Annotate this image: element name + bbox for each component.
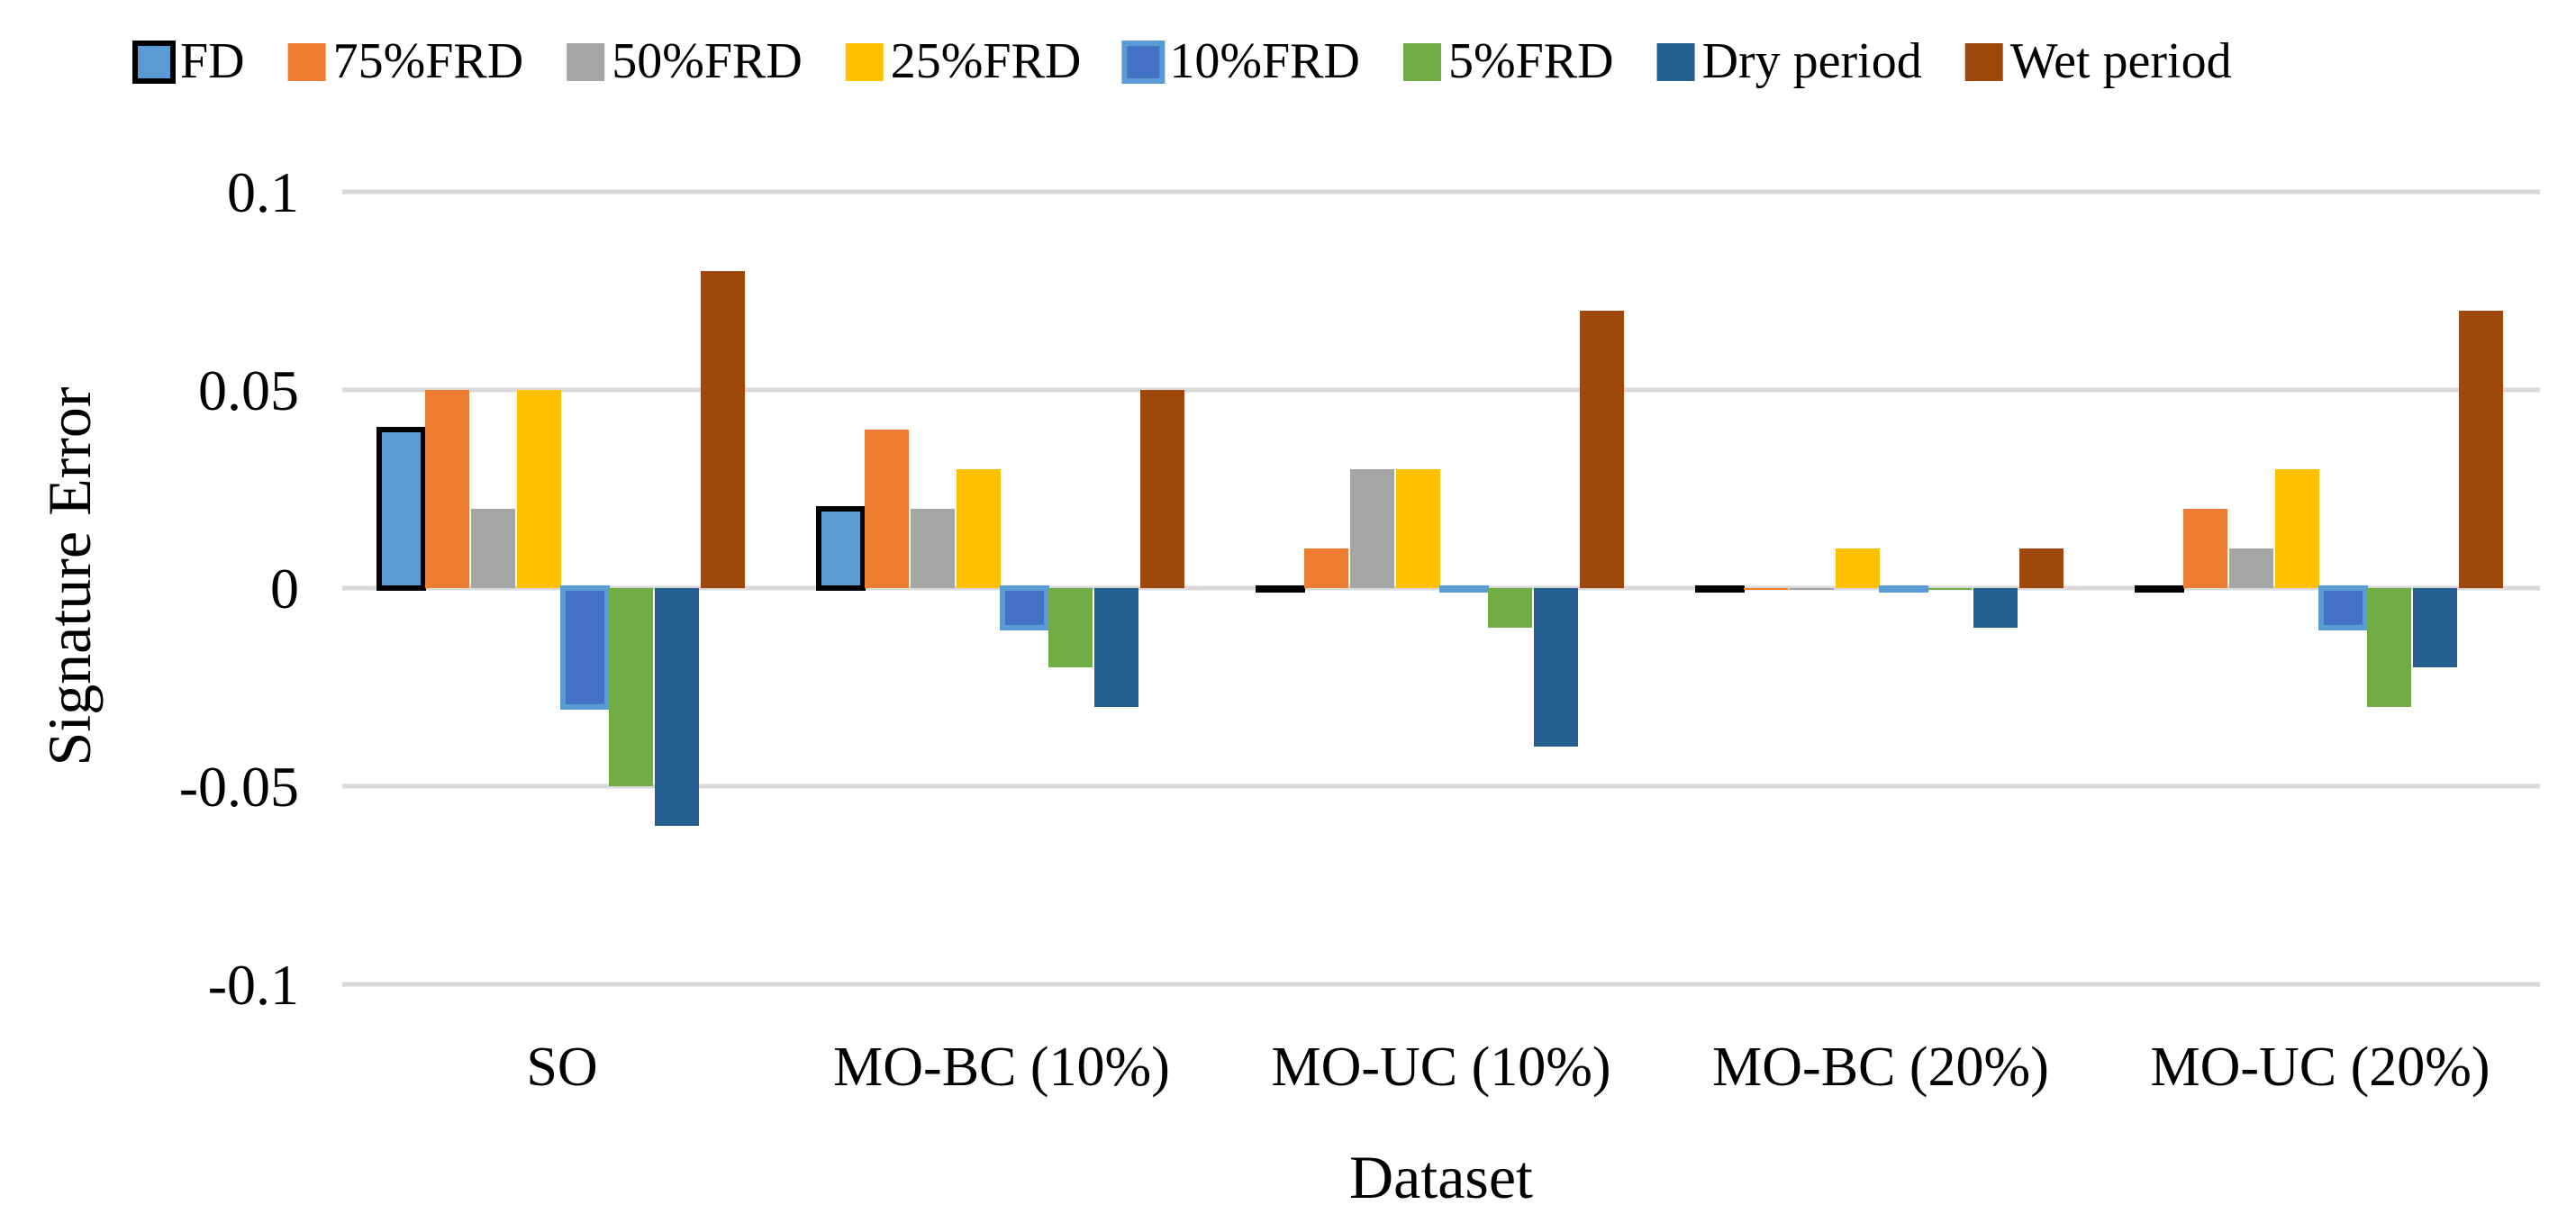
bar-dry-period [1094, 588, 1138, 707]
legend-label: 75%FRD [333, 33, 524, 89]
x-category-label: SO [526, 1037, 597, 1098]
bar-50-frd [2229, 548, 2273, 588]
x-category-label: MO-BC (10%) [833, 1037, 1170, 1098]
legend-label: Wet period [2010, 33, 2232, 89]
x-axis-title: Dataset [1349, 1143, 1533, 1211]
legend: FD 75%FRD 50%FRD 25%FRD 10%FRD 5%FRD Dry perio… [132, 33, 2232, 89]
legend-swatch [1656, 43, 1695, 81]
bar-dry-period [2413, 588, 2457, 667]
legend-label: 25%FRD [891, 33, 1082, 89]
y-tick-label: -0.05 [179, 755, 299, 819]
bar-25-frd [957, 469, 1001, 588]
bar-50-frd [1790, 588, 1834, 590]
legend-swatch [1121, 41, 1166, 84]
x-category-label: MO-UC (20%) [2150, 1037, 2490, 1098]
bar-10-frd [560, 585, 610, 710]
bar-25-frd [2275, 469, 2319, 588]
bar-75-frd [1744, 588, 1788, 590]
legend-label: 50%FRD [612, 33, 803, 89]
bar-10-frd [1000, 585, 1049, 630]
legend-swatch [1964, 43, 2003, 81]
legend-swatch [132, 41, 176, 84]
bar-5-frd [1488, 588, 1532, 628]
x-category-label: MO-BC (20%) [1712, 1037, 2049, 1098]
legend-swatch [287, 43, 326, 81]
bar-75-frd [865, 430, 909, 588]
y-tick-label: 0.05 [198, 358, 299, 422]
legend-label: 5%FRD [1448, 33, 1614, 89]
bar-wet-period [2459, 311, 2503, 588]
y-tick-label: 0.1 [227, 160, 299, 224]
bars [376, 271, 2503, 826]
legend-swatch [845, 43, 884, 81]
bar-fd [2135, 585, 2184, 593]
x-axis-categories: SO MO-BC (10%) MO-UC (10%) MO-BC (20%) MO-UC… [526, 1037, 2490, 1098]
bar-wet-period [1140, 390, 1184, 588]
bar-50-frd [471, 509, 515, 588]
legend-swatch [1402, 43, 1441, 81]
legend-label: 10%FRD [1169, 33, 1360, 89]
bar-dry-period [655, 588, 699, 826]
bar-50-frd [911, 509, 955, 588]
bar-5-frd [609, 588, 653, 786]
legend-swatch [567, 43, 605, 81]
bar-50-frd [1350, 469, 1394, 588]
bar-fd [1256, 585, 1305, 593]
bar-10-frd [1879, 585, 1928, 593]
y-axis-ticks: 0.1 0.05 0 -0.05 -0.1 [179, 160, 299, 1017]
bar-75-frd [1304, 548, 1348, 588]
bar-dry-period [1534, 588, 1578, 747]
bar-fd [816, 506, 866, 591]
bar-25-frd [517, 390, 561, 588]
bar-wet-period [2019, 548, 2064, 588]
bar-10-frd [2318, 585, 2368, 630]
y-tick-label: -0.1 [208, 953, 299, 1017]
legend-label: Dry period [1702, 33, 1922, 89]
bar-10-frd [1439, 585, 1489, 593]
bar-wet-period [1580, 311, 1624, 588]
legend-label: FD [180, 33, 245, 89]
bar-75-frd [2183, 509, 2227, 588]
bar-fd [1695, 585, 1745, 593]
bar-wet-period [701, 271, 745, 588]
x-category-label: MO-UC (10%) [1271, 1037, 1610, 1098]
bar-dry-period [1973, 588, 2018, 628]
bar-5-frd [2367, 588, 2411, 707]
bar-5-frd [1048, 588, 1093, 667]
y-axis-title: Signature Error [35, 386, 104, 766]
bar-75-frd [425, 390, 469, 588]
y-tick-label: 0 [270, 557, 299, 621]
bar-fd [376, 427, 426, 591]
bar-25-frd [1836, 548, 1880, 588]
bar-5-frd [1927, 588, 1972, 590]
bar-25-frd [1396, 469, 1440, 588]
